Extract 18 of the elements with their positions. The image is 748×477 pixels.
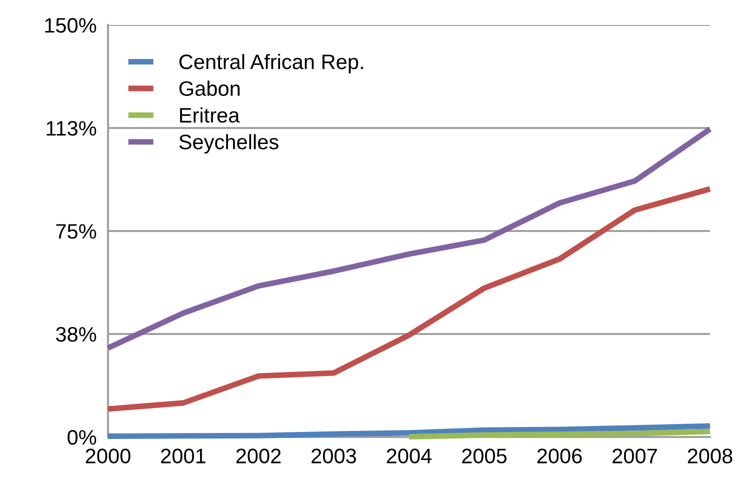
legend-label: Seychelles — [179, 134, 278, 154]
legend-label: Eritrea — [180, 107, 240, 123]
y-tick-label: 113% — [46, 121, 96, 136]
x-tick-label: 2000 — [86, 448, 130, 464]
x-tick-label: 2002 — [236, 448, 281, 464]
legend-label: Gabon — [179, 80, 240, 96]
y-tick-label: 0% — [68, 430, 96, 445]
x-tick-label: 2003 — [312, 448, 356, 464]
y-tick-label: 150% — [45, 18, 96, 33]
x-tick-label: 2008 — [688, 448, 732, 464]
x-tick-label: 2005 — [462, 448, 507, 464]
y-tick-label: 38% — [56, 327, 96, 342]
x-tick-label: 2001 — [161, 448, 206, 464]
y-tick-label: 75% — [56, 224, 96, 239]
x-tick-label: 2004 — [386, 448, 432, 464]
x-tick-label: 2006 — [537, 448, 582, 464]
x-tick-label: 2007 — [612, 448, 657, 464]
legend-label: Central African Rep. — [179, 54, 363, 74]
